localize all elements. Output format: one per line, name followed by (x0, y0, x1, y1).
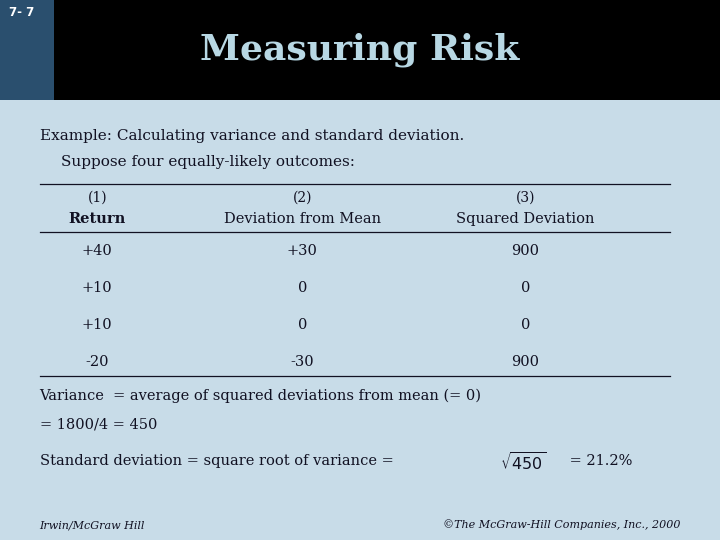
Text: -30: -30 (291, 355, 314, 369)
Text: +10: +10 (82, 281, 112, 295)
Text: Suppose four equally-likely outcomes:: Suppose four equally-likely outcomes: (61, 155, 355, 169)
Text: +10: +10 (82, 318, 112, 332)
Text: +30: +30 (287, 244, 318, 258)
Text: Deviation from Mean: Deviation from Mean (224, 212, 381, 226)
Text: (3): (3) (516, 191, 536, 205)
Text: 0: 0 (297, 318, 307, 332)
Text: 0: 0 (297, 281, 307, 295)
Text: 0: 0 (521, 281, 531, 295)
Text: $\sqrt{450}$: $\sqrt{450}$ (500, 452, 546, 474)
Text: Variance  = average of squared deviations from mean (= 0): Variance = average of squared deviations… (40, 389, 482, 403)
Text: Measuring Risk: Measuring Risk (200, 33, 520, 67)
Text: 900: 900 (512, 355, 539, 369)
Text: (1): (1) (87, 191, 107, 205)
Text: Example: Calculating variance and standard deviation.: Example: Calculating variance and standa… (40, 129, 464, 143)
Text: Return: Return (68, 212, 126, 226)
Text: ©The McGraw-Hill Companies, Inc., 2000: ©The McGraw-Hill Companies, Inc., 2000 (443, 519, 680, 530)
Text: (2): (2) (292, 191, 312, 205)
Text: Squared Deviation: Squared Deviation (456, 212, 595, 226)
Text: = 21.2%: = 21.2% (565, 454, 633, 468)
Text: 900: 900 (512, 244, 539, 258)
Text: -20: -20 (86, 355, 109, 369)
Text: = 1800/4 = 450: = 1800/4 = 450 (40, 417, 157, 431)
Text: 0: 0 (521, 318, 531, 332)
Text: Irwin/McGraw Hill: Irwin/McGraw Hill (40, 521, 145, 530)
Text: 7- 7: 7- 7 (9, 6, 34, 19)
Text: Standard deviation = square root of variance =: Standard deviation = square root of vari… (40, 454, 398, 468)
Text: +40: +40 (82, 244, 112, 258)
